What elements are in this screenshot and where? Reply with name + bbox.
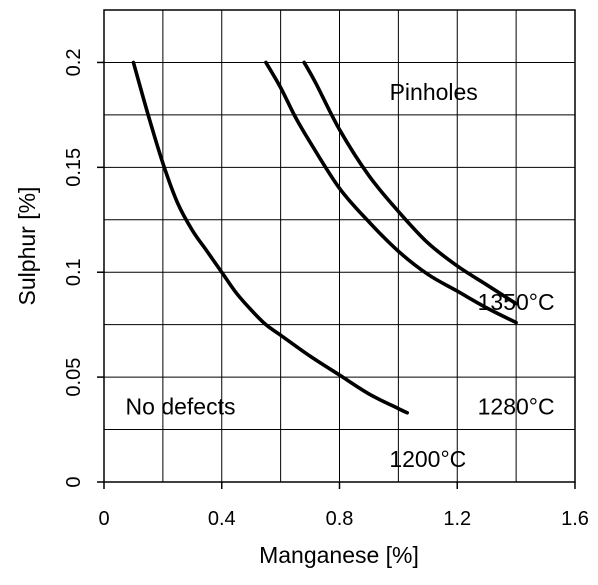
- y-tick-label: 0: [63, 476, 85, 487]
- x-tick-label: 0.8: [326, 508, 354, 530]
- annotations: Pinholes No defects 1350°C 1280°C 1200°C: [126, 79, 555, 472]
- series-line-1280C: [264, 60, 518, 325]
- x-tick-labels: 0 0.4 0.8 1.2 1.6: [98, 508, 588, 530]
- x-tick-label: 1.2: [443, 508, 471, 530]
- x-tick-label: 0.4: [208, 508, 236, 530]
- y-tick-labels: 0 0.05 0.1 0.15 0.2: [63, 49, 85, 488]
- series-line-1200C: [131, 60, 410, 415]
- series-line-1350C: [302, 60, 518, 306]
- x-tick-label: 0: [98, 508, 109, 530]
- annotation-1350-c: 1350°C: [478, 289, 555, 315]
- y-tick-label: 0.15: [63, 148, 85, 187]
- y-tick-label: 0.05: [63, 358, 85, 397]
- grid: [104, 10, 575, 482]
- annotation-no-defects: No defects: [126, 394, 236, 420]
- y-tick-label: 0.2: [63, 49, 85, 77]
- annotation-pinholes: Pinholes: [390, 79, 478, 105]
- series-lines: [131, 60, 518, 415]
- x-tick-label: 1.6: [561, 508, 589, 530]
- annotation-1280-c: 1280°C: [478, 394, 555, 420]
- annotation-1200-c: 1200°C: [389, 446, 466, 472]
- y-tick-label: 0.1: [63, 258, 85, 286]
- y-axis-title: Sulphur [%]: [14, 187, 40, 306]
- x-axis-title: Manganese [%]: [259, 542, 419, 568]
- axis-ticks: [97, 61, 576, 489]
